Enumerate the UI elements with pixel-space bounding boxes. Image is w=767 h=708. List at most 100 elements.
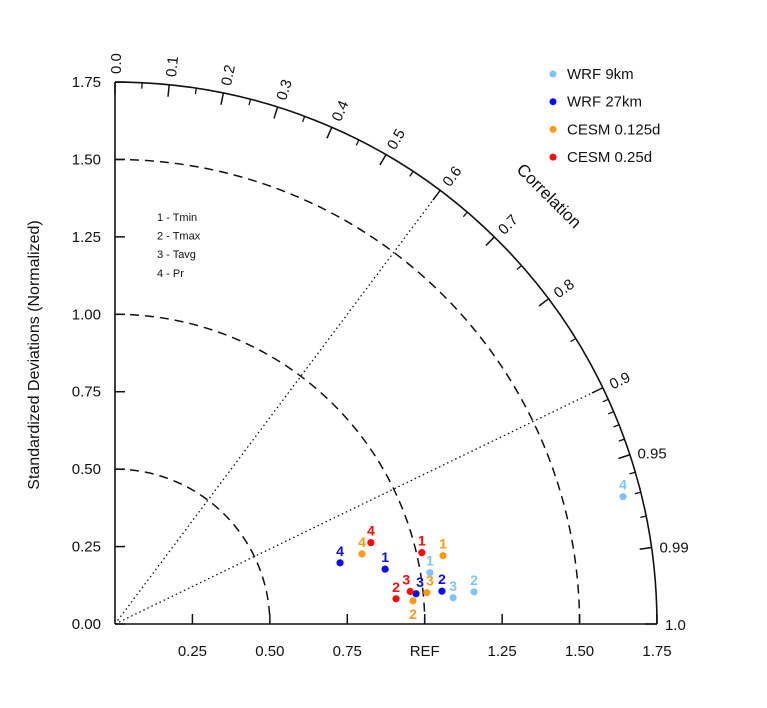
corr-minor-tick xyxy=(516,265,522,270)
data-point xyxy=(409,597,417,605)
data-point-label: 2 xyxy=(392,579,400,595)
x-tick-label: 1.75 xyxy=(642,643,671,660)
data-point-label: 3 xyxy=(449,578,457,594)
data-point xyxy=(438,587,446,595)
y-tick-label: 1.75 xyxy=(72,74,101,91)
corr-major-tick xyxy=(273,106,279,119)
corr-minor-tick xyxy=(629,471,636,475)
legend-marker xyxy=(549,125,557,133)
legend-marker xyxy=(549,70,557,78)
series-legend: WRF 9km WRF 27km CESM 0.125d CESM 0.25d xyxy=(549,66,660,166)
variable-legend-item: 4 - Pr xyxy=(157,268,184,280)
corr-major-tick xyxy=(379,154,387,166)
variable-legend-item: 3 - Tavg xyxy=(157,249,196,261)
corr-tick-label: 0.6 xyxy=(439,163,465,190)
corr-minor-tick xyxy=(248,99,252,106)
data-point xyxy=(367,539,375,547)
corr-major-tick xyxy=(618,454,631,460)
corr-minor-tick xyxy=(301,116,306,123)
data-point-label: 1 xyxy=(381,549,389,565)
corr-major-tick xyxy=(220,92,225,105)
y-tick-label: 0.75 xyxy=(72,384,101,401)
corr-tick-label: 0.95 xyxy=(637,445,666,462)
data-point-label: 4 xyxy=(619,477,627,493)
data-point-label: 4 xyxy=(358,534,366,550)
x-tick-label: 1.50 xyxy=(565,643,594,660)
data-point xyxy=(439,552,447,560)
data-point xyxy=(619,493,627,501)
legend-marker xyxy=(549,153,557,161)
data-point xyxy=(412,590,420,598)
data-point xyxy=(418,549,426,557)
data-point xyxy=(470,588,478,596)
grid-layer xyxy=(114,158,604,625)
corr-tick-label: 0.8 xyxy=(551,276,578,302)
corr-minor-tick xyxy=(355,139,360,146)
variable-legend-item: 2 - Tmax xyxy=(157,231,201,243)
y-tick-label: 1.50 xyxy=(72,151,101,168)
corr-minor-tick xyxy=(618,438,625,442)
x-tick-label: REF xyxy=(410,643,440,660)
x-tick-label: 1.25 xyxy=(488,643,517,660)
data-point-label: 2 xyxy=(470,572,478,588)
corr-tick-label: 0.4 xyxy=(329,98,353,124)
data-point xyxy=(381,565,389,573)
std-arc-dashed xyxy=(114,313,426,625)
data-point-label: 3 xyxy=(402,572,410,588)
axes-layer: 0.000.250.500.751.001.251.501.750.25 0.50… xyxy=(72,53,689,660)
corr-minor-tick xyxy=(613,424,620,428)
data-point xyxy=(423,589,431,597)
data-point-label: 3 xyxy=(416,574,424,590)
data-point-label: 1 xyxy=(439,536,447,552)
x-tick-label: 0.50 xyxy=(255,643,284,660)
y-tick-label: 0.25 xyxy=(72,539,101,556)
y-tick-label: 0.00 xyxy=(72,616,101,633)
outer-arc xyxy=(114,81,658,625)
data-point-label: 2 xyxy=(409,606,417,622)
data-point-label: 1 xyxy=(426,553,434,569)
legend-label: CESM 0.25d xyxy=(567,149,652,166)
data-point-label: 4 xyxy=(336,543,344,559)
std-arc-dashed xyxy=(114,468,271,625)
data-point-label: 2 xyxy=(438,571,446,587)
corr-ray-dotted xyxy=(114,387,604,625)
legend-marker xyxy=(549,98,557,106)
corr-major-tick xyxy=(591,387,604,394)
corr-minor-tick xyxy=(607,410,614,415)
corr-tick-label: 0.9 xyxy=(607,369,633,393)
data-point xyxy=(336,559,344,567)
std-arc-dashed xyxy=(114,158,581,625)
corr-tick-label: 1.0 xyxy=(665,617,686,634)
corr-minor-tick xyxy=(194,88,197,95)
corr-major-tick xyxy=(326,126,333,139)
data-point xyxy=(358,550,366,558)
data-point xyxy=(449,594,457,602)
corr-axis-title: Correlation xyxy=(513,160,585,232)
y-tick-label: 1.00 xyxy=(72,306,101,323)
corr-tick-label: 0.7 xyxy=(495,211,522,238)
corr-tick-label: 0.2 xyxy=(218,63,239,87)
corr-major-tick xyxy=(538,298,550,307)
y-tick-label: 1.25 xyxy=(72,229,101,246)
corr-tick-label: 0.1 xyxy=(163,55,182,77)
variable-legend-item: 1 - Tmin xyxy=(157,212,197,224)
corr-ray-dotted xyxy=(114,190,441,625)
y-tick-label: 0.50 xyxy=(72,461,101,478)
corr-minor-tick xyxy=(570,337,577,343)
x-tick-label: 0.25 xyxy=(178,643,207,660)
corr-tick-label: 0.3 xyxy=(273,77,295,102)
corr-minor-tick xyxy=(634,491,641,495)
legend-label: WRF 9km xyxy=(567,66,634,83)
corr-major-tick xyxy=(167,84,170,97)
data-point-label: 3 xyxy=(426,573,434,589)
y-axis-title: Standardized Deviations (Normalized) xyxy=(26,220,43,489)
corr-tick-label: 0.99 xyxy=(659,539,688,556)
corr-minor-tick xyxy=(462,211,468,218)
legend-label: CESM 0.125d xyxy=(567,121,660,138)
x-tick-label: 0.75 xyxy=(333,643,362,660)
variable-legend: 1 - Tmin 2 - Tmax 3 - Tavg 4 - Pr xyxy=(157,212,201,280)
corr-tick-label: 0.5 xyxy=(384,126,409,153)
data-point-label: 4 xyxy=(367,523,375,539)
legend-label: WRF 27km xyxy=(567,94,642,111)
